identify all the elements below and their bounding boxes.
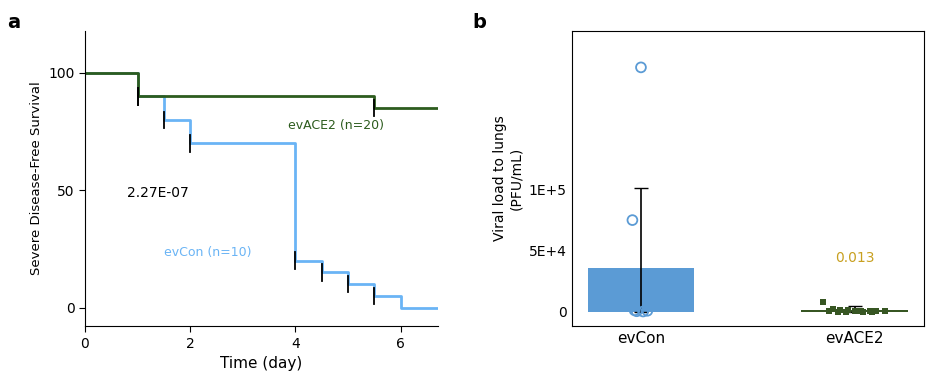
Point — [629, 308, 644, 314]
Point — [826, 306, 841, 312]
Point — [627, 307, 642, 313]
Point — [634, 64, 649, 70]
Point — [832, 307, 847, 313]
Point — [636, 308, 651, 314]
Text: evCon (n=10): evCon (n=10) — [164, 246, 252, 259]
Text: b: b — [472, 13, 487, 32]
Point — [869, 308, 884, 314]
Point — [640, 308, 655, 314]
X-axis label: Time (day): Time (day) — [220, 356, 303, 371]
Y-axis label: Severe Disease-Free Survival: Severe Disease-Free Survival — [29, 82, 42, 275]
Point — [855, 309, 870, 315]
Point — [877, 308, 892, 314]
Point — [642, 303, 657, 309]
Point — [625, 217, 640, 223]
Bar — [802, 310, 908, 312]
Point — [853, 308, 869, 314]
Y-axis label: Viral load to lungs
(PFU/mL): Viral load to lungs (PFU/mL) — [493, 116, 523, 242]
Text: evACE2 (n=20): evACE2 (n=20) — [288, 119, 384, 132]
Point — [862, 308, 877, 314]
Point — [841, 307, 856, 313]
Point — [815, 299, 830, 305]
Text: 2.27E-07: 2.27E-07 — [127, 186, 189, 200]
Point — [838, 309, 853, 315]
Point — [821, 308, 836, 314]
Point — [847, 308, 862, 314]
Point — [830, 308, 845, 314]
Point — [864, 309, 879, 315]
Text: a: a — [8, 13, 21, 32]
Text: 0.013: 0.013 — [835, 251, 874, 265]
Bar — [587, 268, 694, 312]
